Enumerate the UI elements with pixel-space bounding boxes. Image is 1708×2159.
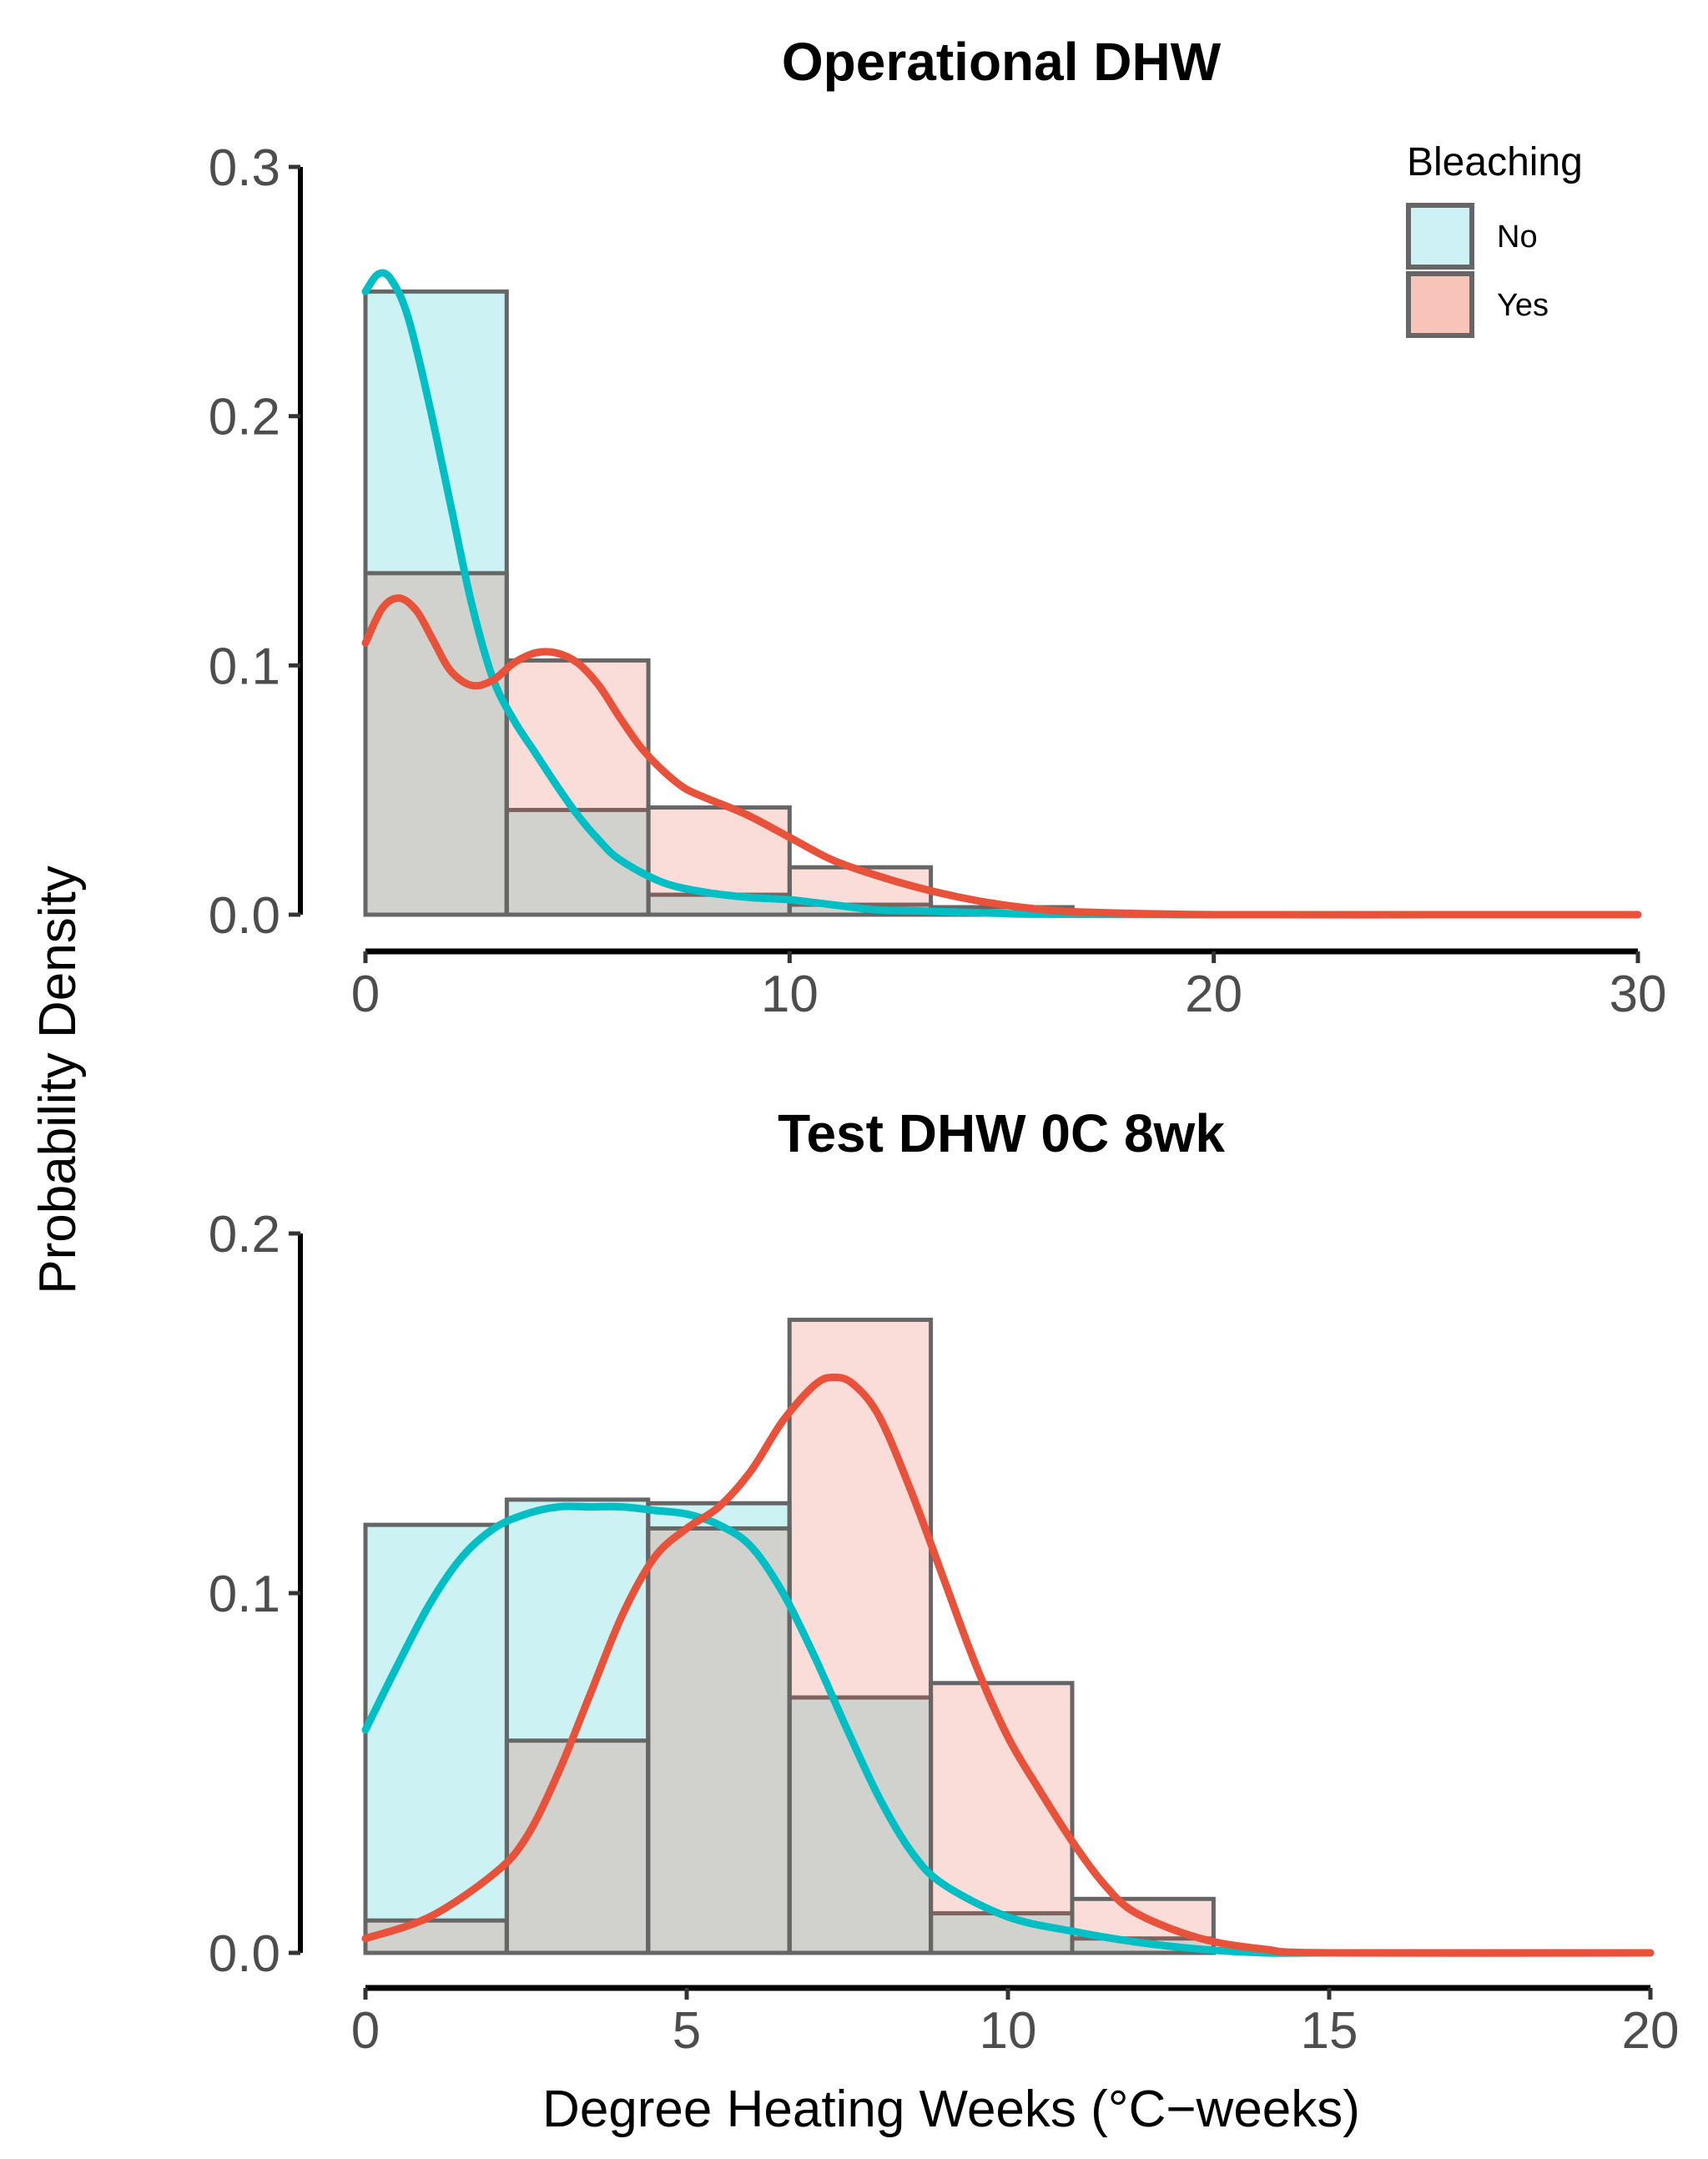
y-axis-label: Probability Density <box>29 865 87 1294</box>
legend: Bleaching No Yes <box>1406 140 1583 338</box>
histogram-bar-yes <box>504 658 651 917</box>
y-tick-label: 0.0 <box>209 887 280 945</box>
histogram-bar-yes <box>787 1317 934 1955</box>
legend-swatch-no <box>1406 203 1474 270</box>
panel-2-density-curves <box>361 1373 1655 1957</box>
y-tick-label: 0.2 <box>209 389 280 446</box>
x-tick-label: 30 <box>1610 966 1667 1023</box>
x-tick-label: 20 <box>1185 966 1242 1023</box>
panel-1-axes: 0.0 0.1 0.2 0.3 0 10 20 30 <box>209 139 1667 1023</box>
panel-2-axes: 0.0 0.1 0.2 0 5 10 15 20 <box>209 1206 1680 2060</box>
legend-label-no: No <box>1497 219 1538 255</box>
x-tick-label: 0 <box>351 966 380 1023</box>
density-line-no <box>361 1502 1655 1957</box>
histogram-bar-yes <box>646 1526 792 1955</box>
panel-2-histogram <box>363 1317 1216 1955</box>
panel-2-title: Test DHW 0C 8wk <box>778 1103 1225 1163</box>
panel-1-density-curves <box>361 269 1642 919</box>
x-axis-label: Degree Heating Weeks (°C−weeks) <box>542 2081 1360 2138</box>
histogram-bar-yes <box>504 1738 651 1955</box>
y-tick-label: 0.1 <box>209 1566 280 1623</box>
x-tick-label: 15 <box>1301 2002 1358 2060</box>
histogram-bar-yes <box>363 1918 509 1955</box>
x-tick-label: 5 <box>673 2002 701 2060</box>
legend-swatch-yes <box>1406 271 1474 338</box>
density-line-yes <box>361 1373 1655 1957</box>
x-tick-label: 10 <box>980 2002 1037 2060</box>
x-tick-label: 0 <box>351 2002 380 2060</box>
x-tick-label: 10 <box>761 966 819 1023</box>
panel-1-title: Operational DHW <box>782 32 1222 92</box>
y-tick-label: 0.2 <box>209 1206 280 1264</box>
histogram-bar-no <box>646 1501 792 1955</box>
density-line-yes <box>361 594 1642 919</box>
y-tick-label: 0.0 <box>209 1925 280 1983</box>
histogram-bar-yes <box>363 571 509 917</box>
x-tick-label: 20 <box>1622 2002 1680 2060</box>
legend-title: Bleaching <box>1407 140 1583 184</box>
y-tick-label: 0.3 <box>209 139 280 197</box>
histogram-bar-no <box>787 1695 934 1955</box>
legend-label-yes: Yes <box>1497 288 1549 323</box>
y-tick-label: 0.1 <box>209 638 280 695</box>
